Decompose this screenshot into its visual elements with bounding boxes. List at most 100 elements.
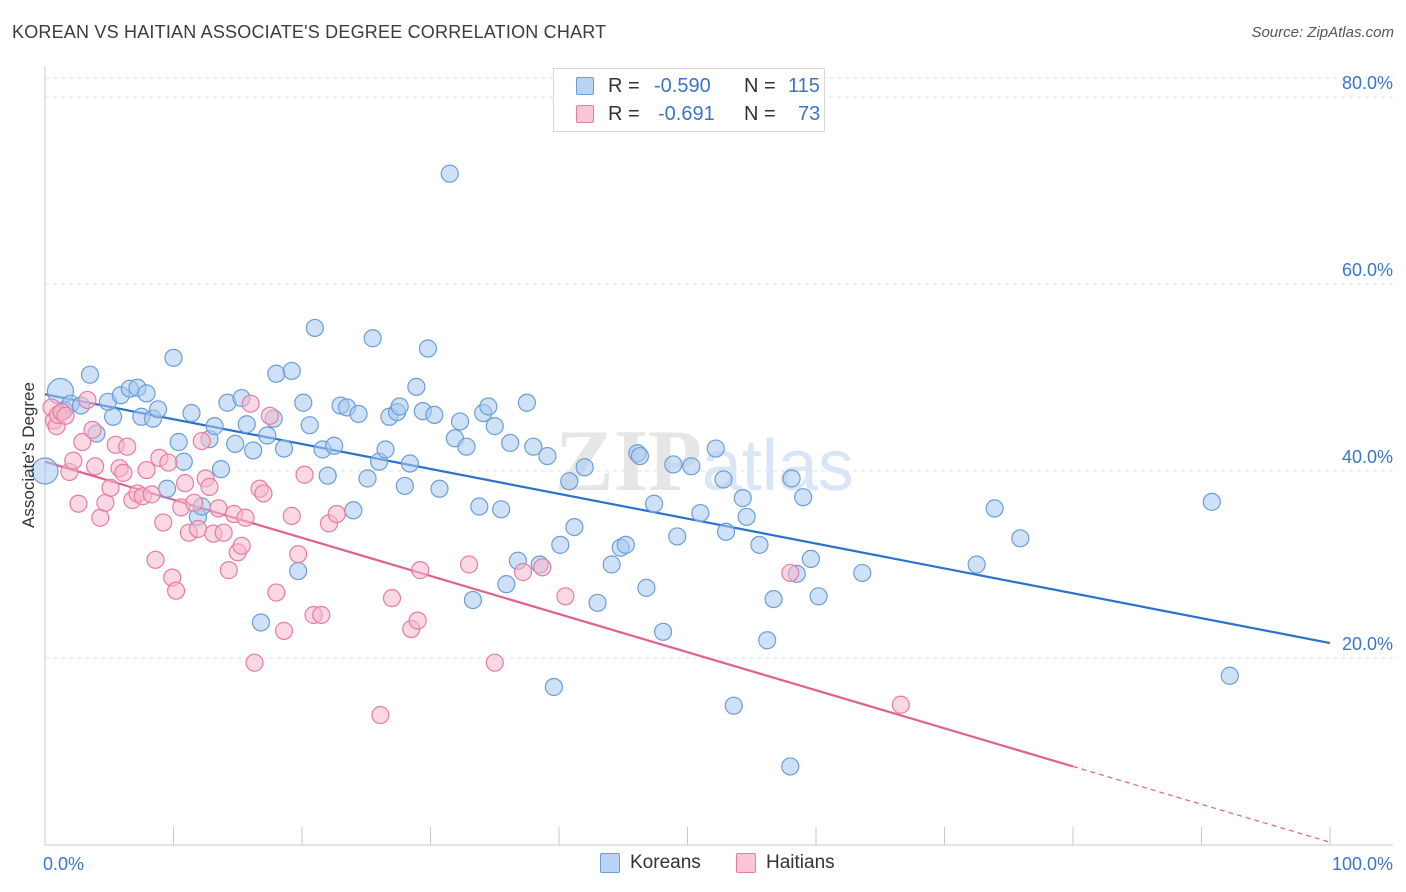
legend-item-koreans: Koreans (600, 852, 701, 874)
data-points (31, 164, 1239, 776)
korean-point (1202, 492, 1221, 511)
haitian-point (260, 406, 279, 425)
haitian-point (891, 695, 910, 714)
korean-point (282, 361, 301, 381)
haitian-point (200, 477, 219, 496)
korean-point (737, 507, 756, 526)
korean-point (668, 527, 687, 546)
korean-point (706, 439, 725, 458)
korean-point (1220, 666, 1239, 685)
koreans-legend-swatch (600, 853, 620, 873)
korean-point (809, 587, 828, 606)
korean-point (363, 329, 382, 348)
korean-point (294, 393, 313, 412)
korean-point (616, 535, 635, 554)
haitian-point (245, 653, 264, 672)
korean-point (418, 339, 438, 358)
haitian-point (254, 484, 273, 503)
haitian-point (175, 474, 195, 493)
haitian-point (137, 460, 156, 480)
legend-item-haitians: Haitians (736, 852, 835, 874)
korean-point (137, 384, 156, 403)
haitian-point (411, 561, 430, 580)
haitian-point (274, 621, 294, 640)
korean-point (182, 403, 201, 423)
haitian-point (101, 478, 120, 497)
koreans-r-value: -0.590 (654, 74, 711, 97)
korean-point (80, 365, 100, 384)
koreans-r-label: R = (608, 74, 640, 97)
watermark: ZIPatlas (555, 413, 854, 510)
haitian-point (78, 390, 97, 410)
korean-point (390, 397, 409, 416)
korean-point (157, 479, 177, 498)
korean-point (457, 437, 476, 456)
haitians-n-value: 73 (798, 102, 821, 125)
haitians-r-label: R = (608, 102, 640, 125)
haitian-point (188, 519, 208, 539)
korean-point (637, 578, 656, 597)
koreans-swatch (576, 77, 594, 95)
haitian-point (159, 453, 178, 472)
korean-point (653, 622, 673, 641)
korean-point (565, 517, 584, 537)
korean-point (853, 563, 872, 583)
koreans-legend-label: Koreans (630, 852, 701, 873)
haitian-point (166, 581, 186, 600)
korean-point (479, 397, 498, 416)
korean-point (289, 561, 308, 581)
korean-point (492, 500, 511, 519)
korean-point (588, 593, 607, 612)
korean-point (967, 555, 986, 574)
haitians-r-value: -0.691 (658, 102, 715, 125)
korean-point (485, 417, 504, 436)
korean-point (31, 457, 59, 485)
korean-point (274, 439, 294, 458)
haitian-point (192, 431, 211, 451)
haitian-point (142, 485, 161, 504)
korean-point (538, 446, 557, 466)
haitian-point (114, 463, 133, 482)
stats-legend: R = -0.590 N = 115 R = -0.691 N = 73 (553, 68, 825, 132)
haitians-n-label: N = (744, 102, 776, 125)
korean-point (764, 589, 783, 609)
axes (44, 66, 1393, 846)
haitian-point (69, 494, 88, 513)
korean-point (575, 458, 594, 477)
gridlines (45, 77, 1393, 659)
haitian-point (382, 589, 402, 608)
korean-point (349, 404, 368, 424)
haitian-point (485, 653, 504, 672)
korean-point (211, 460, 231, 479)
korean-point (524, 437, 543, 456)
korean-point (305, 318, 324, 338)
x-tick-labels: 0.0% 100.0% (43, 854, 1393, 874)
haitian-point (209, 499, 228, 518)
korean-point (602, 555, 621, 574)
series-legend: Koreans Haitians (0, 852, 1406, 878)
korean-point (716, 522, 736, 541)
korean-point (169, 432, 188, 452)
korean-point (544, 677, 563, 697)
koreans-n-value: 115 (788, 74, 820, 97)
haitian-point (533, 558, 552, 577)
korean-point (517, 393, 536, 412)
korean-point (258, 426, 277, 445)
korean-point (376, 440, 395, 459)
y-tick-label: 20.0% (1342, 634, 1393, 654)
haitian-point (312, 605, 331, 625)
koreans-n-label: N = (744, 74, 776, 97)
korean-point (174, 452, 193, 471)
haitian-point (154, 513, 173, 532)
haitian-point (232, 536, 251, 555)
korean-point (325, 436, 344, 455)
korean-point (164, 348, 183, 367)
haitian-point (56, 406, 75, 425)
haitian-point (459, 555, 479, 574)
haitians-legend-swatch (736, 853, 756, 873)
korean-point (251, 613, 270, 632)
korean-point (407, 377, 426, 396)
korean-point (395, 476, 414, 496)
haitian-point (83, 420, 102, 439)
